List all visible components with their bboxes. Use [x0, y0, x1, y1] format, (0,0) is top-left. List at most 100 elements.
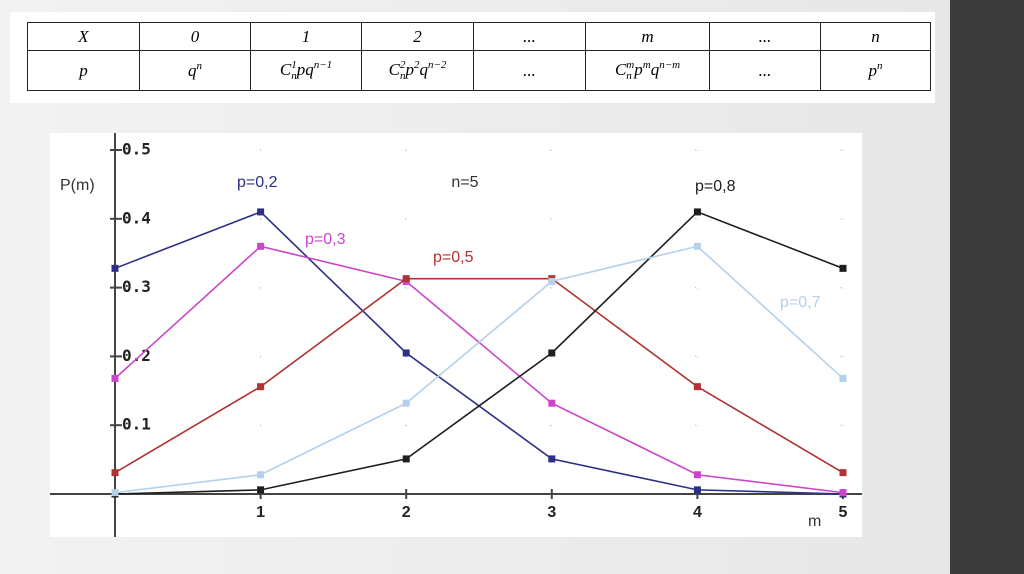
point	[111, 489, 119, 497]
symbol: ...	[758, 26, 772, 46]
formula-part: 1	[302, 27, 311, 47]
subscript: n	[626, 70, 632, 83]
side-bar	[950, 0, 1024, 574]
superscript: 1	[291, 59, 297, 72]
point	[402, 399, 410, 407]
formula-part: n	[871, 27, 880, 47]
point	[693, 208, 701, 216]
point	[693, 383, 701, 391]
y-axis-label: P(m)	[60, 177, 95, 194]
formula-part: p	[79, 61, 88, 81]
formula-part: ...	[523, 61, 536, 81]
series-line	[114, 210, 844, 495]
formula-part: 2	[413, 27, 422, 47]
point	[402, 349, 410, 357]
series-label: p=0,5	[433, 249, 474, 266]
point	[257, 471, 265, 479]
symbol: m	[641, 26, 654, 46]
y-tick-label: 0.5	[122, 140, 151, 159]
y-tick-label: 0.3	[122, 277, 151, 296]
symbol: p	[79, 60, 88, 80]
table-cell: ...	[473, 22, 586, 51]
point	[257, 486, 265, 494]
point	[257, 208, 265, 216]
superscript: 2	[399, 59, 406, 72]
point	[548, 349, 556, 357]
superscript: n−m	[659, 58, 681, 71]
table-cell: pn	[820, 50, 931, 91]
symbol: ...	[523, 26, 536, 46]
chart-area	[50, 133, 862, 537]
symbol: q	[419, 59, 428, 79]
table-cell: C 1 n pqn−1	[250, 50, 362, 91]
point	[548, 455, 556, 463]
formula-part: p2	[405, 59, 419, 80]
point	[693, 471, 701, 479]
point	[839, 489, 847, 497]
formula-part: ...	[759, 61, 772, 81]
x-tick-label: 5	[839, 504, 848, 521]
formula-part: pm	[634, 59, 650, 80]
symbol: C	[279, 59, 292, 79]
superscript: n	[877, 60, 883, 72]
formula-part: pn	[869, 60, 883, 81]
table-cell: qn	[139, 50, 251, 91]
x-tick-label: 4	[693, 504, 702, 521]
point	[111, 264, 119, 272]
point	[839, 264, 847, 272]
series-label: p=0,8	[695, 178, 736, 195]
symbol: C	[614, 59, 627, 79]
formula-part: ...	[759, 27, 772, 47]
table-cell: ...	[709, 50, 821, 91]
point	[111, 374, 119, 382]
formula-part: m	[641, 27, 653, 47]
chart-title: n=5	[451, 174, 478, 191]
point	[839, 374, 847, 382]
point	[693, 242, 701, 250]
formula-part: qn−2	[419, 59, 446, 80]
point	[257, 383, 265, 391]
table-cell: n	[820, 22, 931, 51]
point	[693, 486, 701, 494]
formula-part: 0	[191, 27, 200, 47]
symbol: C	[388, 59, 400, 79]
table-cell: ...	[473, 50, 586, 91]
x-tick-label: 1	[256, 504, 265, 521]
x-axis-label: m	[808, 513, 821, 530]
symbol: n	[871, 26, 880, 46]
table-cell: X	[27, 22, 140, 51]
table-cell: m	[585, 22, 710, 51]
symbol: ...	[758, 60, 772, 80]
table-cell: C 2 n p2qn−2	[361, 50, 474, 91]
series-label: p=0,3	[305, 231, 346, 248]
x-tick-label: 3	[547, 504, 556, 521]
point	[839, 469, 847, 477]
y-tick-label: 0.2	[122, 346, 151, 365]
subscript: n	[291, 70, 297, 83]
table-cell: p	[27, 50, 140, 91]
superscript: n−2	[427, 58, 447, 71]
formula-part: pqn−1	[297, 59, 332, 80]
series-label: p=0,2	[237, 174, 278, 191]
symbol: p	[634, 59, 643, 79]
y-tick-label: 0.4	[122, 208, 151, 227]
symbol: 2	[413, 26, 422, 46]
superscript: 2	[413, 58, 420, 71]
symbol: q	[188, 61, 197, 80]
point	[402, 275, 410, 283]
superscript: n	[196, 60, 203, 72]
point	[548, 399, 556, 407]
table-cell: 2	[361, 22, 474, 51]
x-tick-label: 2	[402, 504, 411, 521]
table-cell: ...	[709, 22, 821, 51]
series-line	[114, 277, 844, 474]
